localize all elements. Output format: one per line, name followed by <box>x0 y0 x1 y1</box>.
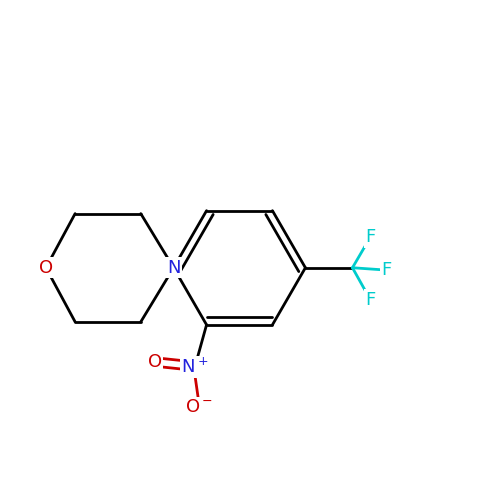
Text: F: F <box>365 228 376 246</box>
Text: O$^-$: O$^-$ <box>185 398 214 416</box>
Text: N$^+$: N$^+$ <box>181 357 208 377</box>
Text: F: F <box>365 291 376 309</box>
Text: F: F <box>381 261 391 279</box>
Text: N: N <box>167 259 181 277</box>
Text: O: O <box>39 259 53 277</box>
Text: O: O <box>148 354 162 371</box>
